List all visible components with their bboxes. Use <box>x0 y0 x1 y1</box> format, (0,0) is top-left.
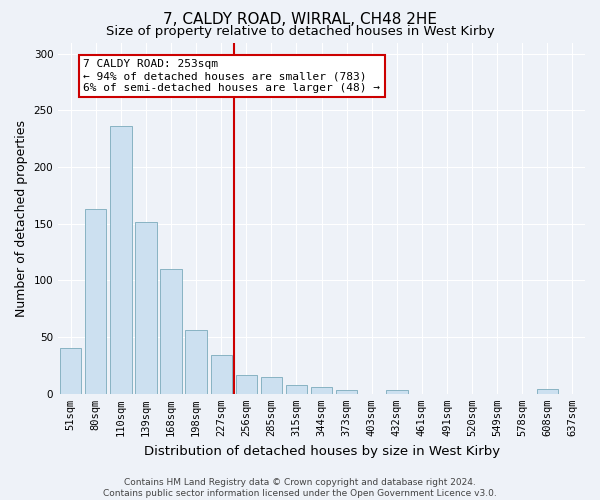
Text: Size of property relative to detached houses in West Kirby: Size of property relative to detached ho… <box>106 25 494 38</box>
Bar <box>261 377 282 394</box>
Bar <box>211 356 232 394</box>
Bar <box>336 390 358 394</box>
Bar <box>537 390 558 394</box>
Bar <box>386 390 407 394</box>
Bar <box>60 348 82 394</box>
Y-axis label: Number of detached properties: Number of detached properties <box>15 120 28 316</box>
Bar <box>136 222 157 394</box>
Bar <box>311 387 332 394</box>
Bar <box>185 330 207 394</box>
Bar <box>286 384 307 394</box>
Bar <box>160 269 182 394</box>
Text: 7 CALDY ROAD: 253sqm
← 94% of detached houses are smaller (783)
6% of semi-detac: 7 CALDY ROAD: 253sqm ← 94% of detached h… <box>83 60 380 92</box>
X-axis label: Distribution of detached houses by size in West Kirby: Distribution of detached houses by size … <box>143 444 500 458</box>
Text: Contains HM Land Registry data © Crown copyright and database right 2024.
Contai: Contains HM Land Registry data © Crown c… <box>103 478 497 498</box>
Text: 7, CALDY ROAD, WIRRAL, CH48 2HE: 7, CALDY ROAD, WIRRAL, CH48 2HE <box>163 12 437 28</box>
Bar <box>110 126 131 394</box>
Bar <box>85 209 106 394</box>
Bar <box>236 374 257 394</box>
